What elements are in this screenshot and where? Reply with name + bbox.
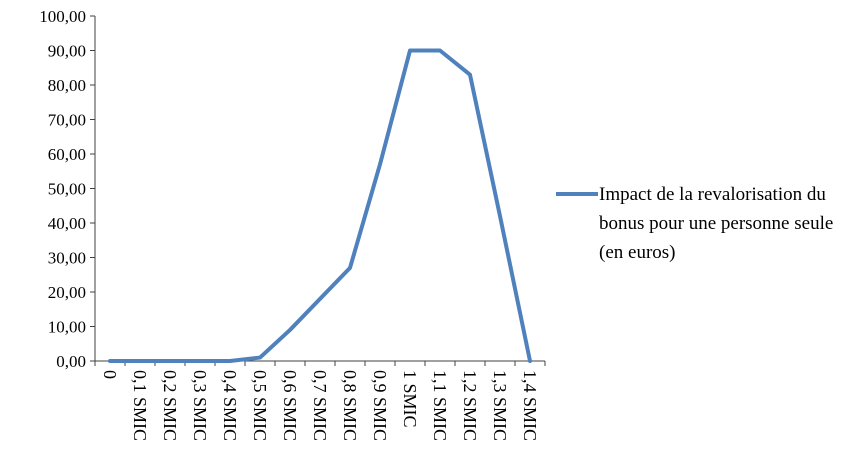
y-axis-label: 10,00 <box>48 318 86 337</box>
x-axis-label: 0,5 SMIC <box>250 370 270 441</box>
x-axis-label: 0,6 SMIC <box>280 370 300 441</box>
x-axis-label: 0,9 SMIC <box>370 370 390 441</box>
x-axis-label: 0,7 SMIC <box>310 370 330 441</box>
y-axis-label: 70,00 <box>48 111 86 130</box>
x-axis-label: 1,3 SMIC <box>490 370 510 441</box>
y-axis-label: 60,00 <box>48 145 86 164</box>
y-axis-label: 0,00 <box>56 352 86 371</box>
legend: Impact de la revalorisation du bonus pou… <box>556 180 848 267</box>
legend-label: Impact de la revalorisation du bonus pou… <box>599 184 834 263</box>
x-axis-label: 1,4 SMIC <box>520 370 540 441</box>
y-axis-label: 20,00 <box>48 283 86 302</box>
y-axis-label: 40,00 <box>48 214 86 233</box>
y-axis-label: 90,00 <box>48 42 86 61</box>
legend-line-swatch <box>556 192 598 196</box>
y-axis-label: 100,00 <box>39 7 86 26</box>
x-axis-label: 0,4 SMIC <box>220 370 240 441</box>
x-axis-label: 0,1 SMIC <box>130 370 150 441</box>
x-axis-label: 0 <box>100 370 120 379</box>
x-axis-label: 1 SMIC <box>400 370 420 428</box>
x-axis-label: 0,8 SMIC <box>340 370 360 441</box>
x-axis-label: 0,3 SMIC <box>190 370 210 441</box>
y-axis-label: 30,00 <box>48 249 86 268</box>
x-axis-label: 0,2 SMIC <box>160 370 180 441</box>
y-axis-label: 80,00 <box>48 76 86 95</box>
x-axis-label: 1,1 SMIC <box>430 370 450 441</box>
x-axis-label: 1,2 SMIC <box>460 370 480 441</box>
y-axis-label: 50,00 <box>48 180 86 199</box>
series-line <box>108 48 532 363</box>
